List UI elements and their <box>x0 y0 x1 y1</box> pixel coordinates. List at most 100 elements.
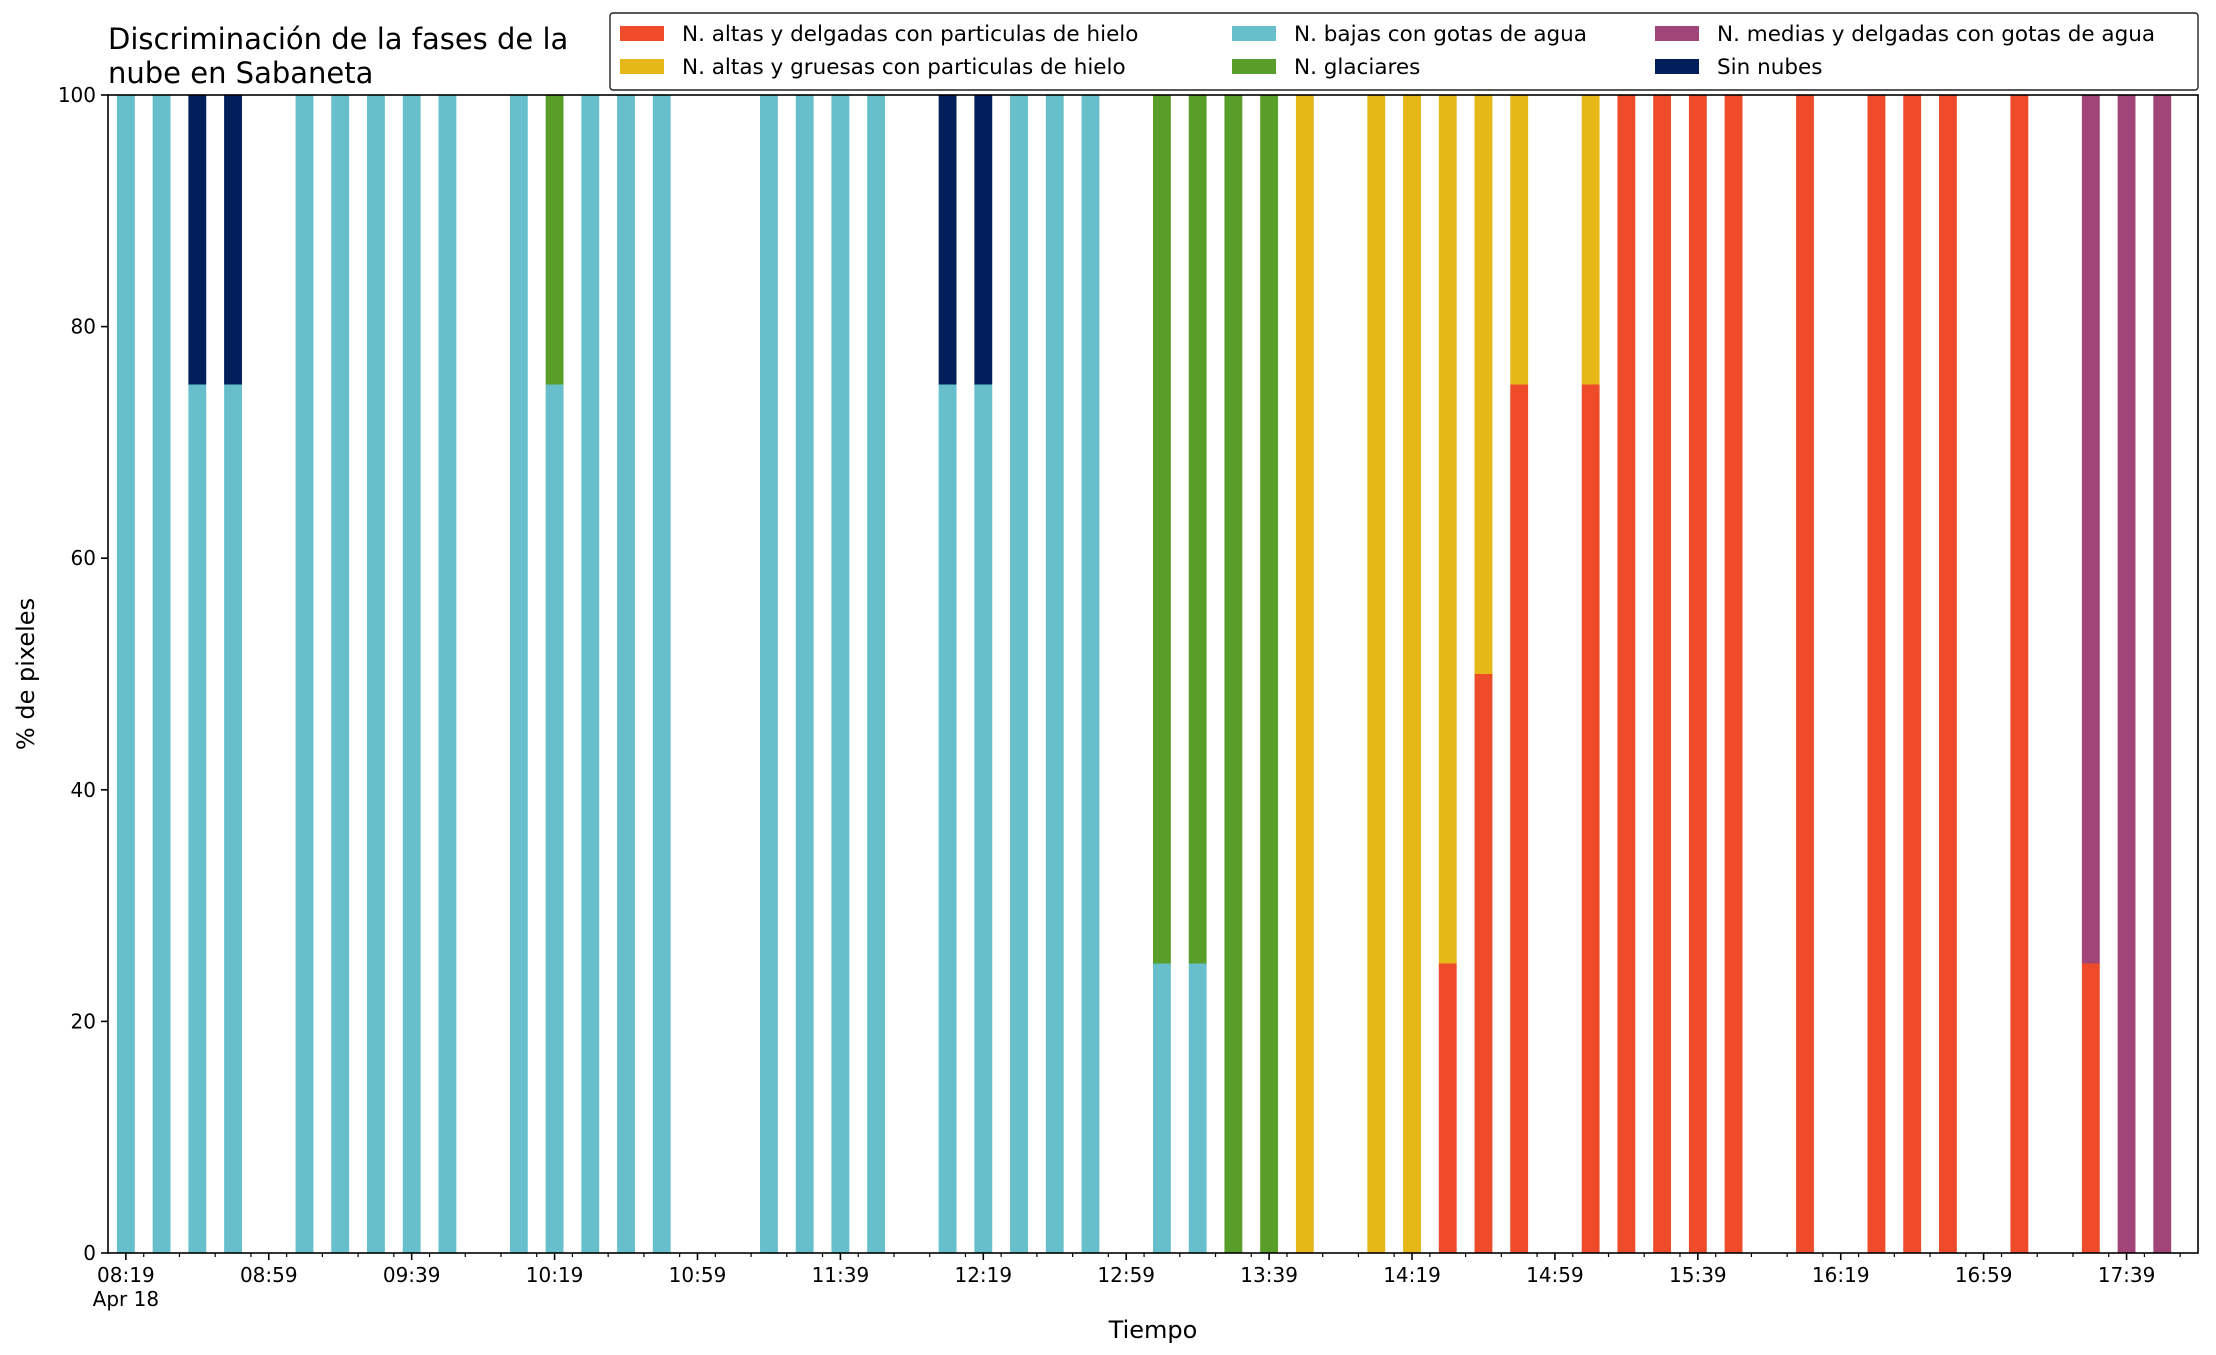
legend-label-altas_delgadas: N. altas y delgadas con particulas de hi… <box>682 22 1138 47</box>
y-tick-label: 80 <box>71 315 96 339</box>
x-tick-label: 08:59 <box>240 1263 298 1287</box>
bar-segment-1309-bajas <box>1153 963 1171 1253</box>
bar-segment-1549-altas_delgadas <box>1724 95 1743 1253</box>
bar-segment-1509-altas_gruesas <box>1581 95 1600 385</box>
bar-segment-1449-altas_delgadas <box>1510 384 1529 1253</box>
bar-segment-1749-medias <box>2153 95 2172 1253</box>
legend-label-altas_gruesas: N. altas y gruesas con particulas de hie… <box>682 55 1126 80</box>
x-tick-label: 14:19 <box>1383 1263 1441 1287</box>
bar-segment-1209-bajas <box>938 384 957 1253</box>
bar-segment-1029-bajas <box>581 95 600 1253</box>
legend-swatch-medias <box>1655 26 1699 41</box>
bar-segment-1249-bajas <box>1081 95 1100 1253</box>
bar-segment-1629-altas_delgadas <box>1867 95 1886 1253</box>
y-tick-label: 0 <box>83 1241 96 1265</box>
bar-segment-0939-bajas <box>402 95 421 1253</box>
y-tick-label: 20 <box>71 1009 96 1033</box>
legend-label-sin_nubes: Sin nubes <box>1717 55 1822 80</box>
plot-frame <box>107 94 2199 1254</box>
bar-segment-1739-medias <box>2117 95 2136 1253</box>
bar-segment-1209-sin_nubes <box>938 95 957 385</box>
bar-segment-1519-altas_delgadas <box>1617 95 1636 1253</box>
legend-swatch-glaciares <box>1232 59 1276 74</box>
x-tick-label: 16:19 <box>1812 1263 1870 1287</box>
bar-segment-1429-altas_delgadas <box>1438 963 1457 1253</box>
bar-segment-1649-altas_delgadas <box>1938 95 1957 1253</box>
bar-segment-1419-altas_gruesas <box>1403 95 1421 1253</box>
x-tick-label: 15:39 <box>1669 1263 1727 1287</box>
x-tick-label: 10:19 <box>526 1263 584 1287</box>
bar-segment-1049-bajas <box>652 95 671 1253</box>
bar-segment-1609-altas_delgadas <box>1796 95 1814 1253</box>
bar-segment-0839-bajas <box>188 384 207 1253</box>
bar-segment-1339-glaciares <box>1260 95 1279 1253</box>
chart-title-line-2: nube en Sabaneta <box>108 56 373 90</box>
bar-segment-1129-bajas <box>795 95 814 1253</box>
bar-segment-1409-altas_gruesas <box>1367 95 1386 1253</box>
bar-segment-0919-bajas <box>331 95 350 1253</box>
legend-label-glaciares: N. glaciares <box>1294 55 1420 80</box>
legend-box <box>609 12 2199 91</box>
y-axis-label: % de pixeles <box>12 598 40 750</box>
legend-label-medias: N. medias y delgadas con gotas de agua <box>1717 22 2155 47</box>
bar-segment-1639-altas_delgadas <box>1903 95 1922 1253</box>
x-tick-label: 12:19 <box>954 1263 1012 1287</box>
bar-segment-0819-bajas <box>116 95 135 1253</box>
x-tick-date-label: Apr 18 <box>93 1287 159 1311</box>
x-tick-label: 10:59 <box>669 1263 727 1287</box>
bar-segment-1149-bajas <box>867 95 886 1253</box>
legend-swatch-bajas <box>1232 26 1276 41</box>
x-tick-label: 13:39 <box>1240 1263 1298 1287</box>
bar-segment-0849-sin_nubes <box>224 95 242 385</box>
bar-segment-1439-altas_delgadas <box>1474 674 1493 1253</box>
x-tick-label: 17:39 <box>2098 1263 2156 1287</box>
x-tick-label: 09:39 <box>383 1263 441 1287</box>
bar-segment-0849-bajas <box>224 384 242 1253</box>
legend-swatch-sin_nubes <box>1655 59 1699 74</box>
legend: N. altas y delgadas con particulas de hi… <box>609 12 2199 91</box>
bar-segment-1319-bajas <box>1188 963 1207 1253</box>
bar-segment-1539-altas_delgadas <box>1688 95 1707 1253</box>
legend-label-bajas: N. bajas con gotas de agua <box>1294 22 1587 47</box>
bars-layer <box>116 95 2172 1253</box>
bar-segment-1019-bajas <box>545 384 564 1253</box>
x-tick-label: 08:19 <box>97 1263 155 1287</box>
bar-segment-1449-altas_gruesas <box>1510 95 1529 385</box>
bar-segment-1509-altas_delgadas <box>1581 384 1600 1253</box>
bar-segment-1709-altas_delgadas <box>2010 95 2029 1253</box>
bar-segment-1009-bajas <box>509 95 528 1253</box>
bar-segment-1429-altas_gruesas <box>1438 95 1457 964</box>
bar-segment-1219-bajas <box>974 384 993 1253</box>
bar-segment-1119-bajas <box>760 95 778 1253</box>
bar-segment-1349-altas_gruesas <box>1295 95 1314 1253</box>
bar-segment-1019-glaciares <box>545 95 564 385</box>
x-tick-label: 14:59 <box>1526 1263 1584 1287</box>
y-tick-label: 40 <box>71 778 96 802</box>
bar-segment-1729-altas_delgadas <box>2081 963 2100 1253</box>
bar-segment-1039-bajas <box>617 95 635 1253</box>
bar-segment-1229-bajas <box>1010 95 1028 1253</box>
bar-segment-1139-bajas <box>831 95 850 1253</box>
bar-segment-1329-glaciares <box>1224 95 1243 1253</box>
bar-segment-0829-bajas <box>152 95 171 1253</box>
x-tick-label: 11:39 <box>812 1263 870 1287</box>
bar-segment-1319-glaciares <box>1188 95 1207 964</box>
bar-segment-0929-bajas <box>367 95 385 1253</box>
x-axis-label: Tiempo <box>1108 1316 1198 1344</box>
legend-swatch-altas_delgadas <box>620 26 664 41</box>
x-tick-label: 16:59 <box>1955 1263 2013 1287</box>
x-tick-label: 12:59 <box>1097 1263 1155 1287</box>
bar-segment-0909-bajas <box>295 95 314 1253</box>
bar-segment-1439-altas_gruesas <box>1474 95 1493 674</box>
y-tick-label: 100 <box>58 83 96 107</box>
bar-segment-0949-bajas <box>438 95 457 1253</box>
chart-title-line-1: Discriminación de la fases de la <box>108 22 568 56</box>
bar-segment-1219-sin_nubes <box>974 95 993 385</box>
y-tick-label: 60 <box>71 546 96 570</box>
bar-segment-1729-medias <box>2081 95 2100 964</box>
bar-segment-0839-sin_nubes <box>188 95 207 385</box>
legend-swatch-altas_gruesas <box>620 59 664 74</box>
bar-segment-1239-bajas <box>1045 95 1064 1253</box>
